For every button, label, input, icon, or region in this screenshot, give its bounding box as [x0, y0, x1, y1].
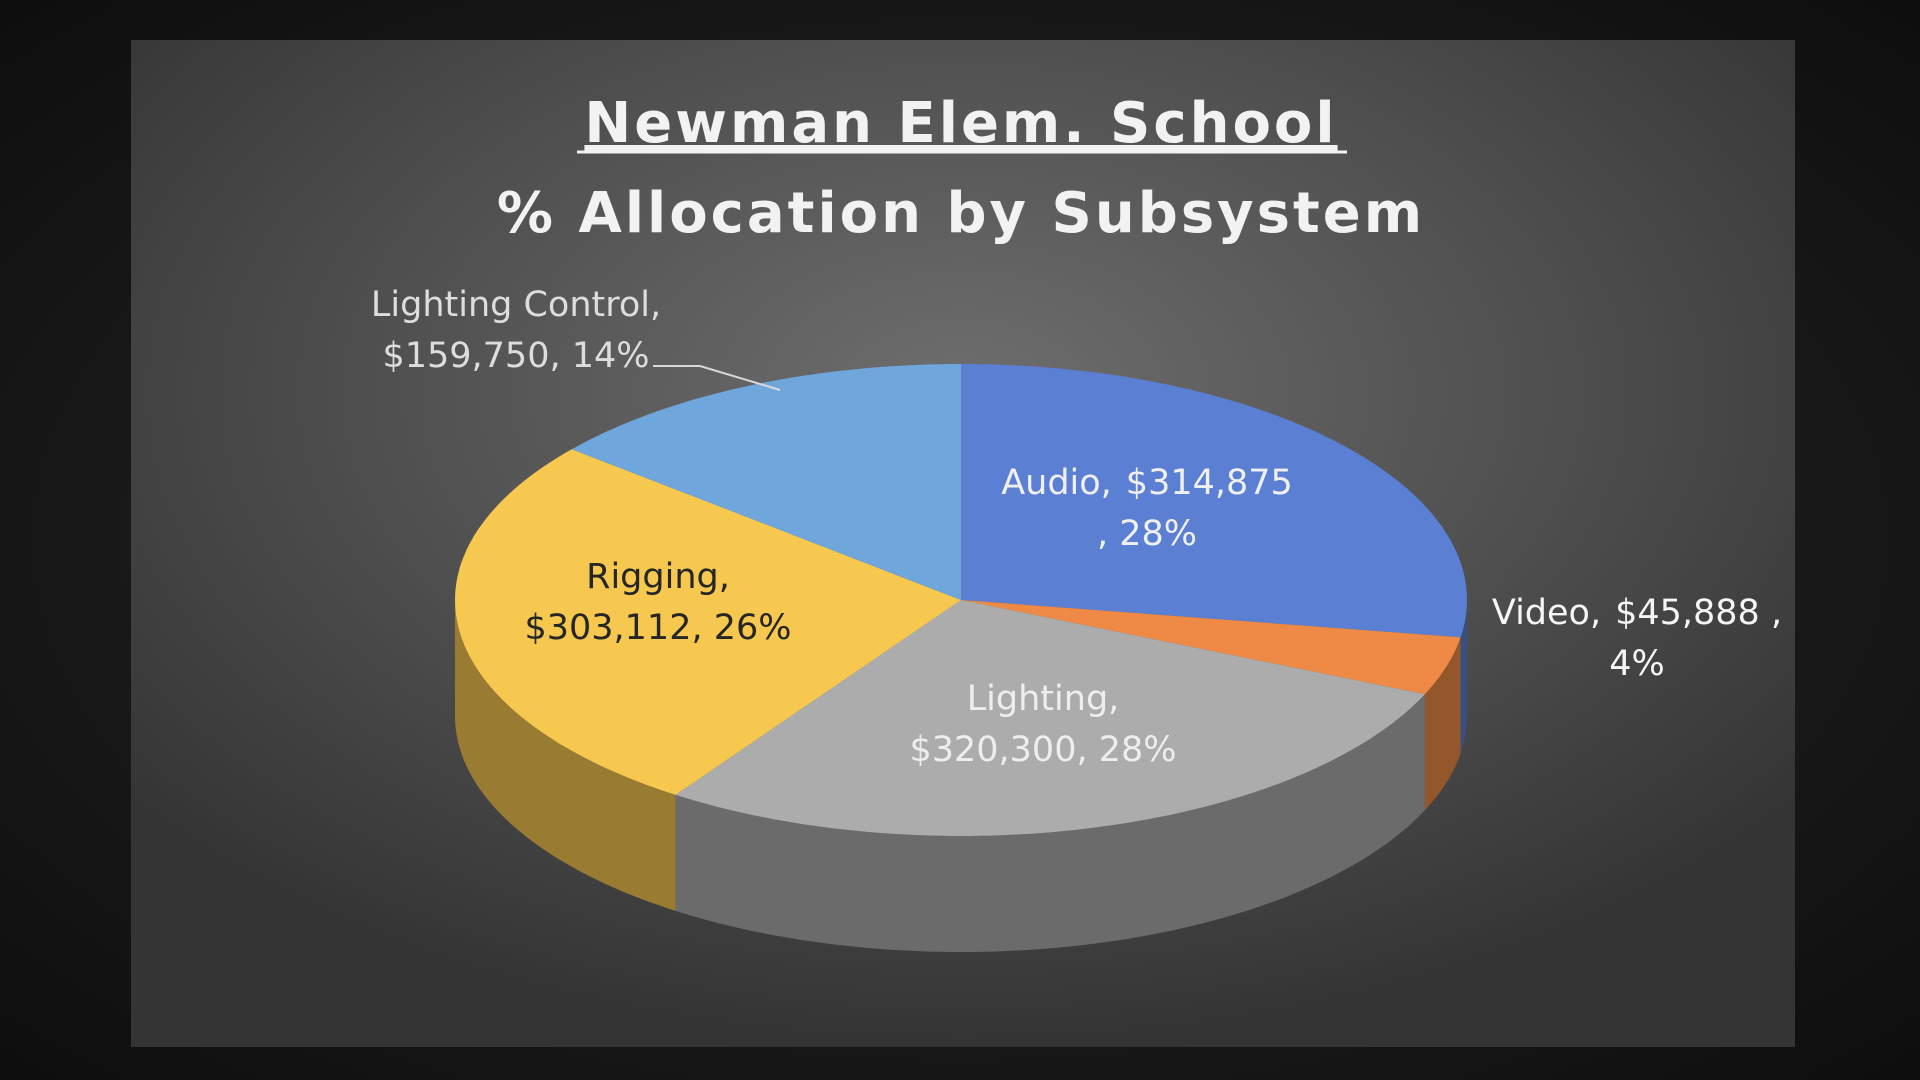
data-label: Rigging,: [586, 557, 730, 597]
data-labels: Audio, $314,875 , 28% Video, $45,888 , 4% Ligh…: [371, 285, 1782, 770]
category-label: Video,: [1492, 593, 1601, 633]
data-label: $303,112, 26%: [524, 608, 791, 648]
percent-label: 4%: [1609, 644, 1665, 684]
data-label: $159,750, 14%: [382, 336, 649, 376]
slice: [571, 364, 961, 600]
slice-side: [675, 694, 1425, 952]
data-label: $320,300, 28%: [909, 730, 1176, 770]
slice: [961, 600, 1461, 695]
percent-label: , 28%: [1097, 514, 1197, 554]
data-label: Lighting,: [967, 679, 1120, 719]
leader-line: [653, 365, 781, 391]
slice: [961, 364, 1467, 638]
value-label: $45,888 ,: [1615, 593, 1782, 633]
value-label: $314,875: [1126, 463, 1293, 503]
slice-side: [1460, 600, 1467, 754]
data-label: Video, $45,888 ,: [1492, 593, 1782, 633]
slice: [455, 449, 961, 795]
chart-title: Newman Elem. School: [584, 91, 1337, 156]
value-label: $159,750: [382, 336, 549, 376]
category-label: Audio,: [1001, 463, 1112, 503]
percent-label: , 26%: [691, 608, 791, 648]
data-label: Lighting Control,: [371, 285, 661, 325]
data-label: Audio, $314,875: [1001, 463, 1293, 503]
percent-label: , 14%: [549, 336, 649, 376]
value-label: $320,300: [909, 730, 1076, 770]
chart-subtitle: % Allocation by Subsystem: [497, 181, 1425, 246]
percent-label: , 28%: [1076, 730, 1176, 770]
value-label: $303,112: [524, 608, 691, 648]
pie: [455, 364, 1467, 952]
category-label: Lighting Control,: [371, 285, 661, 325]
category-label: Lighting,: [967, 679, 1120, 719]
slice-side: [455, 600, 676, 911]
slice-side: [1424, 637, 1461, 811]
data-label: 4%: [1609, 644, 1665, 684]
category-label: Rigging,: [586, 557, 730, 597]
data-label: , 28%: [1097, 514, 1197, 554]
slice: [675, 600, 1425, 836]
